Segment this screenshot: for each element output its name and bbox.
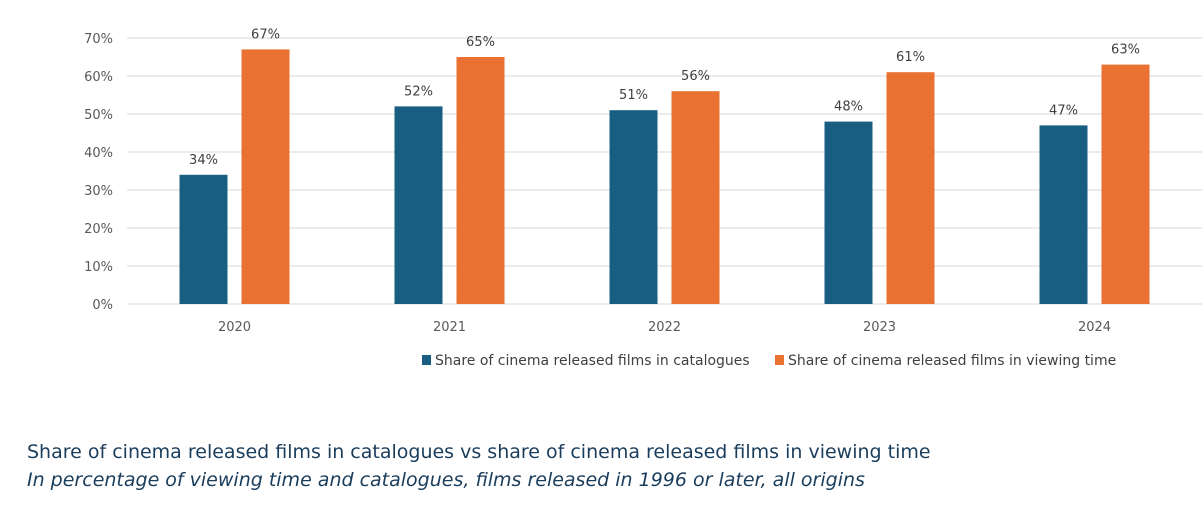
y-tick-label: 10% (84, 260, 113, 275)
bar-2020-series-1 (179, 174, 228, 304)
bars (179, 49, 1150, 305)
data-labels: 34% 67% 52% 65% 51% 56% 48% 61% 47% 63% (189, 27, 1140, 167)
bar-2020-series-2 (241, 49, 290, 305)
y-tick-label: 20% (84, 222, 113, 237)
data-label-2023-series-1: 48% (834, 100, 863, 115)
y-tick-label: 60% (84, 70, 113, 85)
data-label-2024-series-1: 47% (1049, 103, 1078, 118)
legend-swatch-series-2 (775, 355, 784, 365)
y-axis: 0% 10% 20% 30% 40% 50% 60% 70% (84, 32, 113, 313)
data-label-2020-series-1: 34% (189, 153, 218, 168)
y-tick-label: 40% (84, 146, 113, 161)
y-tick-label: 70% (84, 32, 113, 47)
bar-2022-series-1 (609, 110, 658, 304)
legend: Share of cinema released films in catalo… (422, 353, 1116, 369)
data-label-2024-series-2: 63% (1111, 43, 1140, 58)
bar-2023-series-2 (886, 72, 935, 304)
legend-label-series-1: Share of cinema released films in catalo… (435, 353, 750, 369)
data-label-2022-series-1: 51% (619, 88, 648, 103)
bar-2022-series-2 (671, 91, 720, 304)
chart-title: Share of cinema released films in catalo… (27, 441, 931, 463)
chart-subtitle: In percentage of viewing time and catalo… (27, 469, 865, 491)
data-label-2023-series-2: 61% (896, 50, 925, 65)
legend-swatch-series-1 (422, 355, 431, 365)
x-axis: 2020 2021 2022 2023 2024 (218, 320, 1111, 335)
bar-2023-series-1 (824, 121, 873, 304)
y-tick-label: 30% (84, 184, 113, 199)
bar-2021-series-1 (394, 106, 443, 305)
x-tick-label-2020: 2020 (218, 320, 251, 335)
data-label-2022-series-2: 56% (681, 69, 710, 84)
y-tick-label: 50% (84, 108, 113, 123)
x-tick-label-2024: 2024 (1078, 320, 1111, 335)
y-tick-label: 0% (92, 298, 113, 313)
x-tick-label-2022: 2022 (648, 320, 681, 335)
data-label-2020-series-2: 67% (251, 27, 280, 42)
bar-chart: 0% 10% 20% 30% 40% 50% 60% 70% 2020 2021 2022 2023… (84, 27, 1202, 369)
legend-label-series-2: Share of cinema released films in viewin… (788, 353, 1116, 369)
bar-2024-series-2 (1101, 64, 1150, 304)
x-tick-label-2023: 2023 (863, 320, 896, 335)
data-label-2021-series-2: 65% (466, 35, 495, 50)
bar-2021-series-2 (456, 57, 505, 304)
gridlines (127, 37, 1202, 305)
data-label-2021-series-1: 52% (404, 84, 433, 99)
x-tick-label-2021: 2021 (433, 320, 466, 335)
bar-2024-series-1 (1039, 125, 1088, 305)
